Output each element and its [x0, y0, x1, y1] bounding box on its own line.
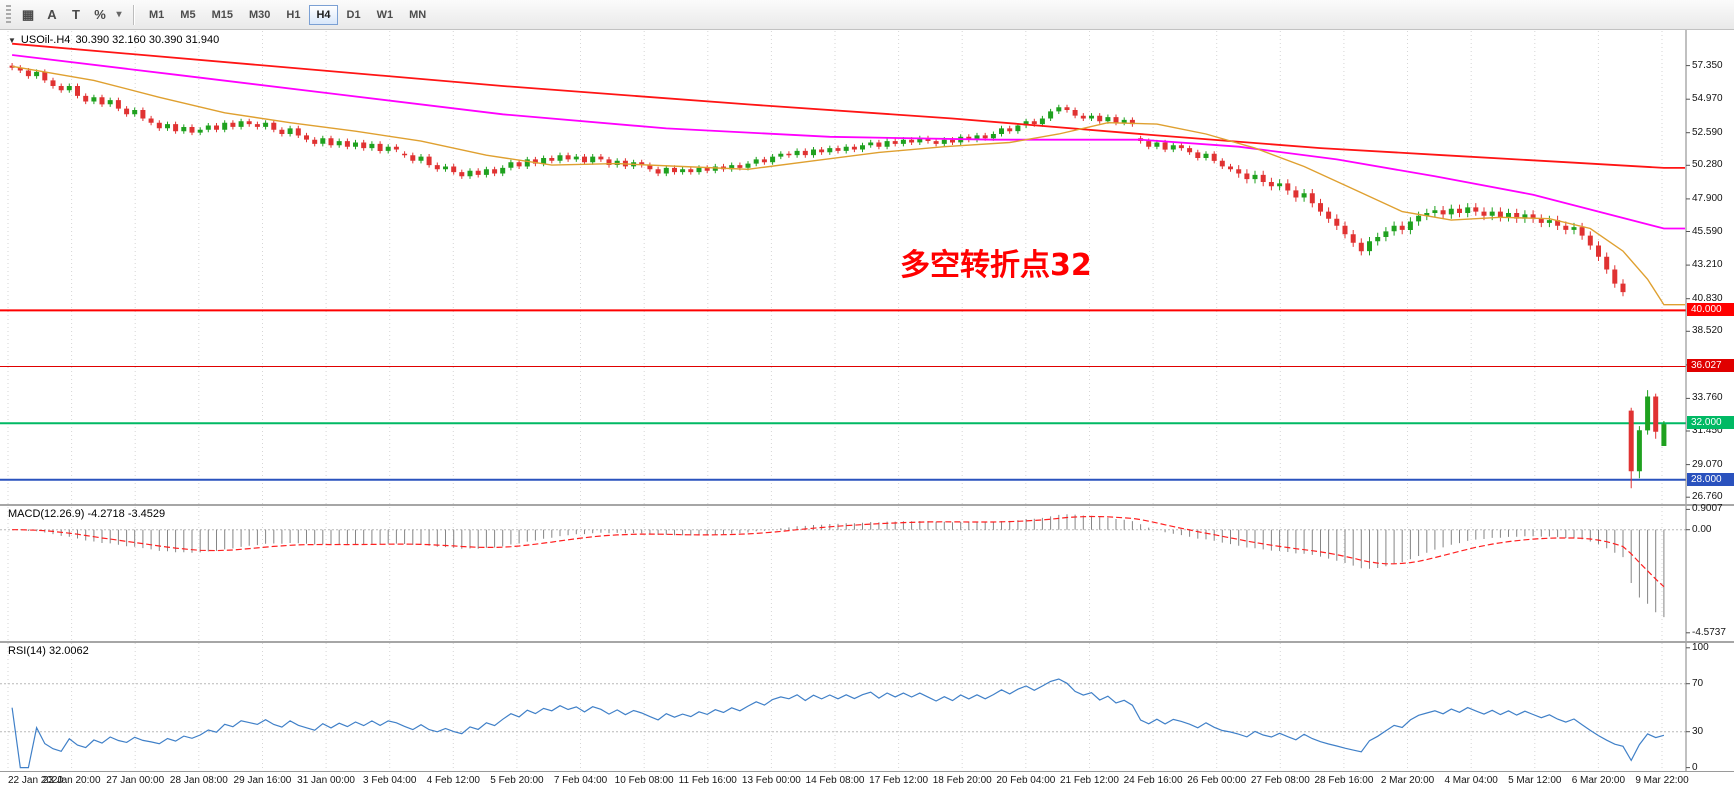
- timeframe-button-group: M1 M5 M15 M30 H1 H4 D1 W1 MN: [141, 4, 434, 25]
- price-tick-label: 33.760: [1692, 392, 1723, 404]
- pane-splitter-rsi[interactable]: [0, 641, 1734, 643]
- slow-ma-line: [12, 42, 1685, 169]
- vertical-gridlines: [7, 31, 1663, 770]
- time-label: 5 Mar 12:00: [1508, 775, 1562, 786]
- timeframe-button-h4[interactable]: H4: [309, 4, 338, 25]
- price-tick-label: 29.070: [1692, 458, 1723, 470]
- price-line-badge: 32.000: [1687, 416, 1734, 430]
- price-line-badge: 40.000: [1687, 303, 1734, 317]
- timeframe-button-m15[interactable]: M15: [211, 8, 233, 21]
- rsi-tick-label: 0: [1692, 761, 1698, 773]
- macd-tick-label: -4.5737: [1692, 626, 1726, 638]
- rsi-line: [11, 678, 1665, 769]
- mid-ma-line: [11, 54, 1685, 230]
- pane-splitter-macd[interactable]: [0, 504, 1734, 506]
- top-toolbar: ▦ A T% ▾ M1 M5 M15 M30 H1 H4 D1 W1 MN: [0, 0, 1734, 30]
- macd-tick-label: 0.00: [1692, 523, 1712, 535]
- time-label: 6 Mar 20:00: [1571, 775, 1626, 786]
- price-tick-label: 26.760: [1692, 491, 1723, 503]
- toolbar-separator: [133, 4, 134, 25]
- macd-signal-line: [12, 515, 1665, 588]
- price-tick-label: 38.520: [1692, 325, 1723, 337]
- macd-tick-label: 0.9007: [1692, 503, 1723, 515]
- annotation-text[interactable]: 多空转折点32: [900, 248, 1092, 283]
- chart-window: ▼ USOil-.H4 30.390 32.160 30.390 31.940 …: [0, 30, 1734, 792]
- tool-dropdown-caret-icon[interactable]: ▾: [116, 9, 122, 20]
- timeframe-button-m30[interactable]: M30: [248, 8, 271, 21]
- rsi-label: RSI(14) 32.0062: [8, 645, 89, 657]
- toolbar-grip[interactable]: [6, 4, 11, 25]
- time-label: 31 Jan 00:00: [297, 775, 355, 786]
- price-tick-label: 54.970: [1692, 93, 1723, 105]
- candles: [9, 63, 1667, 489]
- chart-plot-area[interactable]: [0, 30, 1734, 792]
- price-tick-label: 40.830: [1692, 292, 1723, 304]
- rsi-tick-label: 30: [1692, 725, 1704, 737]
- price-line-badge: 28.000: [1687, 472, 1734, 486]
- time-label: 22 Jan 2020: [8, 775, 64, 786]
- fast-ma-line: [11, 65, 1685, 306]
- price-tick-label: 31.450: [1692, 425, 1723, 437]
- percent-measure-tool-icon[interactable]: %: [94, 7, 106, 22]
- chart-ohlc-values: 30.390 32.160 30.390 31.940: [75, 34, 220, 46]
- time-label: 26 Feb 00:00: [1187, 775, 1247, 786]
- time-label: 18 Feb 20:00: [932, 775, 992, 786]
- time-label: 3 Feb 04:00: [363, 775, 417, 786]
- time-label: 28 Feb 16:00: [1314, 775, 1374, 786]
- time-label: 20 Feb 04:00: [996, 775, 1056, 786]
- price-tick-label: 50.280: [1692, 159, 1723, 171]
- price-tick-label: 52.590: [1692, 126, 1723, 138]
- chart-objects-grid-icon[interactable]: ▦: [21, 6, 35, 22]
- macd-histogram: [19, 514, 1665, 618]
- time-label: 4 Feb 12:00: [426, 775, 480, 786]
- timeframe-button-mn[interactable]: MN: [409, 8, 427, 21]
- drawing-tools-group: ▦ A T% ▾: [16, 4, 126, 26]
- time-label: 27 Feb 08:00: [1250, 775, 1310, 786]
- price-line-badge: 36.027: [1687, 359, 1734, 373]
- price-tick-label: 43.210: [1692, 259, 1723, 271]
- time-label: 4 Mar 04:00: [1444, 775, 1498, 786]
- rsi-tick-label: 100: [1692, 641, 1709, 653]
- time-label: 5 Feb 20:00: [490, 775, 544, 786]
- time-label: 23 Jan 20:00: [42, 775, 101, 786]
- timeframe-button-m5[interactable]: M5: [180, 8, 196, 21]
- timeframe-button-w1[interactable]: W1: [376, 8, 394, 21]
- timeframe-button-m1[interactable]: M1: [149, 8, 165, 21]
- time-label: 24 Feb 16:00: [1123, 775, 1183, 786]
- timeframe-button-d1[interactable]: D1: [346, 8, 361, 21]
- price-tick-label: 47.900: [1692, 192, 1723, 204]
- time-label: 17 Feb 12:00: [869, 775, 929, 786]
- macd-label: MACD(12.26.9) -4.2718 -3.4529: [8, 508, 166, 520]
- time-label: 14 Feb 08:00: [805, 775, 865, 786]
- time-label: 29 Jan 16:00: [233, 775, 292, 786]
- time-label: 9 Mar 22:00: [1635, 775, 1689, 786]
- chart-symbol-period: USOil-.H4: [20, 34, 71, 46]
- time-label: 7 Feb 04:00: [553, 775, 608, 786]
- price-tick-label: 57.350: [1692, 59, 1723, 71]
- chart-title: ▼ USOil-.H4 30.390 32.160 30.390 31.940: [8, 34, 219, 46]
- time-label: 13 Feb 00:00: [741, 775, 801, 786]
- time-label: 21 Feb 12:00: [1059, 775, 1119, 786]
- time-label: 2 Mar 20:00: [1380, 775, 1435, 786]
- text-frame-tool-icon[interactable]: T: [72, 7, 80, 22]
- time-label: 28 Jan 08:00: [169, 775, 228, 786]
- time-label: 27 Jan 00:00: [106, 775, 165, 786]
- time-label: 11 Feb 16:00: [678, 775, 737, 786]
- chart-menu-arrow-icon[interactable]: ▼: [8, 35, 16, 45]
- time-scale[interactable]: [0, 771, 1734, 792]
- time-label: 10 Feb 08:00: [614, 775, 674, 786]
- price-tick-label: 45.590: [1692, 225, 1723, 237]
- timeframe-button-h1[interactable]: H1: [286, 8, 301, 21]
- horizontal-price-lines: [0, 309, 1686, 481]
- rsi-tick-label: 70: [1692, 677, 1704, 689]
- text-label-tool-icon[interactable]: A: [47, 7, 57, 22]
